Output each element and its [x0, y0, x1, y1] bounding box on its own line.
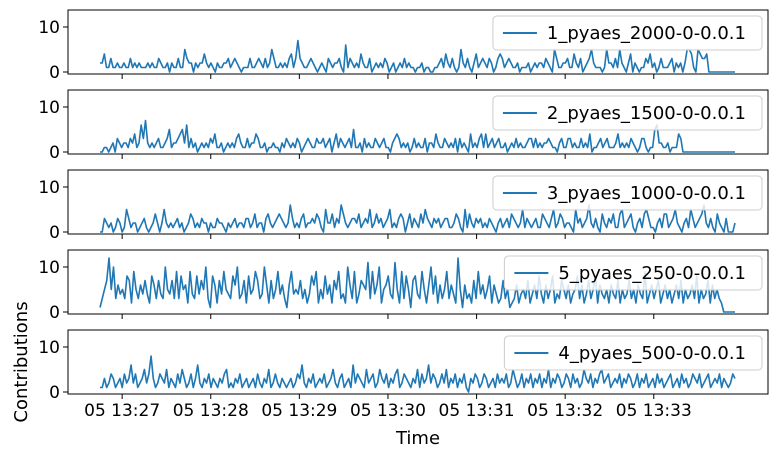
x-tick-label: 05 13:31 [439, 401, 515, 421]
y-tick-label: 10 [38, 338, 60, 358]
series-line-2 [100, 119, 735, 153]
subplot-1: 0 10 1_pyaes_2000-0-0.0.1 [38, 9, 769, 83]
legend-5: 4_pyaes_500-0-0.0.1 [503, 335, 763, 371]
y-tick-label: 0 [49, 143, 60, 163]
subplot-frame-4 [67, 249, 769, 315]
x-tick-label: 05 13:32 [527, 401, 603, 421]
subplot-frame-5 [67, 329, 769, 395]
subplot-3: 0 10 3_pyaes_1000-0-0.0.1 [38, 169, 769, 243]
series-line-1 [100, 39, 735, 73]
legend-label: 4_pyaes_500-0-0.0.1 [558, 343, 746, 364]
legend-4: 5_pyaes_250-0-0.0.1 [503, 255, 763, 291]
legend-1: 1_pyaes_2000-0-0.0.1 [492, 15, 763, 51]
y-axis-label: Contributions [11, 301, 32, 422]
subplot-frame-3 [67, 169, 769, 235]
x-tick-label: 05 13:27 [84, 401, 160, 421]
legend-box [492, 15, 763, 51]
x-axis-ticks: 05 13:27 05 13:28 05 13:29 05 13:30 05 13:31… [84, 401, 692, 421]
legend-box [503, 335, 763, 371]
y-tick-label: 0 [49, 383, 60, 403]
y-tick-label: 0 [49, 303, 60, 323]
legend-box [503, 255, 763, 291]
subplot-4: 0 10 5_pyaes_250-0-0.0.1 [38, 249, 769, 323]
legend-3: 3_pyaes_1000-0-0.0.1 [492, 175, 763, 211]
subplot-panels: 0 10 1_pyaes_2000-0-0.0.1 0 10 2_pyaes_1500-0… [38, 9, 769, 403]
legend-box [492, 175, 763, 211]
legend-label: 5_pyaes_250-0-0.0.1 [558, 263, 746, 284]
y-tick-label: 10 [38, 18, 60, 38]
x-tick-label: 05 13:30 [350, 401, 426, 421]
y-tick-label: 10 [38, 98, 60, 118]
legend-label: 2_pyaes_1500-0-0.0.1 [547, 103, 746, 124]
x-tick-label: 05 13:28 [173, 401, 249, 421]
x-tick-label: 05 13:29 [261, 401, 337, 421]
y-tick-label: 0 [49, 223, 60, 243]
subplot-5: 0 10 4_pyaes_500-0-0.0.1 [38, 329, 769, 403]
y-tick-label: 10 [38, 178, 60, 198]
x-tick-label: 05 13:33 [616, 401, 692, 421]
x-axis-label: Time [395, 428, 440, 449]
legend-label: 3_pyaes_1000-0-0.0.1 [547, 183, 746, 204]
y-tick-label: 10 [38, 258, 60, 278]
y-tick-label: 0 [49, 63, 60, 83]
legend-label: 1_pyaes_2000-0-0.0.1 [547, 23, 746, 44]
legend-box [492, 95, 763, 131]
series-line-5 [100, 355, 736, 393]
subplot-2: 0 10 2_pyaes_1500-0-0.0.1 [38, 89, 769, 163]
series-line-3 [100, 204, 736, 233]
subplot-frame-1 [67, 9, 769, 75]
subplot-frame-2 [67, 89, 769, 155]
legend-2: 2_pyaes_1500-0-0.0.1 [492, 95, 763, 131]
